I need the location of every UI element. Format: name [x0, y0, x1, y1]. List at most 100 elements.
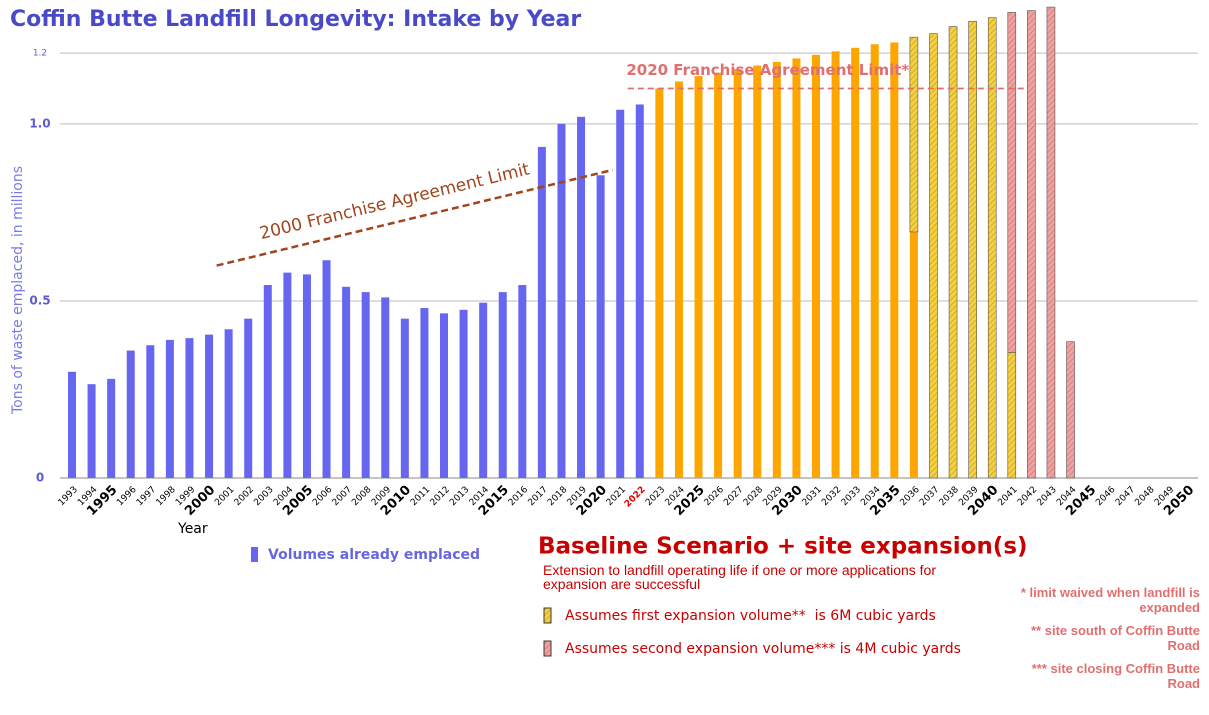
legend: Volumes already emplaced Baseline Scenar…: [251, 534, 1028, 657]
chart-title: Coffin Butte Landfill Longevity: Intake …: [10, 7, 581, 32]
x-tick-label: 2046: [1094, 485, 1117, 508]
bar: [812, 54, 820, 479]
x-tick-label: 2007: [331, 485, 354, 508]
bar-hatch: [1007, 12, 1016, 353]
bar: [283, 272, 292, 478]
annotation-text: 2000 Franchise Agreement Limit: [258, 159, 532, 244]
legend-swatch-hatch: [543, 640, 552, 657]
x-tick-label: 2016: [507, 485, 530, 508]
bar: [733, 69, 742, 479]
bar: [185, 338, 194, 478]
bar: [126, 350, 135, 478]
bar: [420, 308, 429, 478]
bar: [870, 44, 879, 479]
x-tick-label: 2023: [644, 485, 667, 508]
bar-hatch: [1046, 7, 1055, 478]
x-tick-label: 2042: [1016, 485, 1039, 508]
x-tick-label: 1993: [57, 485, 80, 508]
bar-hatch: [1007, 352, 1016, 478]
bar: [772, 61, 781, 479]
x-tick-label: 2018: [546, 485, 569, 508]
y-axis-label: Tons of waste emplaced, in millions: [10, 166, 26, 415]
bar: [831, 51, 840, 479]
bar: [400, 318, 409, 478]
bar: [890, 42, 899, 478]
bar: [694, 76, 703, 479]
x-tick-label: 2032: [820, 485, 843, 508]
bar: [459, 309, 468, 478]
legend-note: Extension to landfill operating life if …: [543, 563, 936, 592]
x-tick-label: 2048: [1133, 485, 1156, 508]
bar: [498, 292, 507, 478]
bar: [342, 286, 351, 478]
bar: [596, 175, 605, 478]
x-tick-label: 2012: [429, 485, 452, 508]
bar: [263, 285, 272, 478]
x-tick-label: 2026: [703, 485, 726, 508]
bar: [224, 329, 233, 478]
x-tick-label: 1997: [135, 485, 158, 508]
bar-hatch: [968, 21, 977, 478]
x-tick-label: 2027: [722, 485, 745, 508]
y-tick-label: 0: [36, 471, 44, 485]
bar: [655, 88, 664, 478]
bar: [851, 47, 860, 479]
x-tick-label: 2033: [840, 485, 863, 508]
bar: [87, 384, 96, 478]
x-tick-label: 2041: [996, 485, 1019, 508]
footnote: * limit waived when landfill is expanded: [1020, 585, 1200, 615]
bar: [381, 297, 390, 478]
x-tick-label: 2022: [623, 485, 648, 510]
bar: [205, 334, 214, 478]
legend-label: Assumes first expansion volume** is 6M c…: [565, 608, 936, 624]
bar-hatch: [988, 17, 997, 478]
x-tick-label: 2006: [311, 485, 334, 508]
bar: [165, 339, 174, 478]
x-axis-label: Year: [177, 521, 208, 537]
bar: [792, 58, 801, 479]
bar: [577, 116, 586, 478]
y-tick-label: 1.2: [33, 49, 47, 59]
bar: [146, 345, 155, 478]
bar: [909, 231, 918, 478]
legend-note-box: Extension to landfill operating life if …: [543, 563, 936, 592]
x-tick-label: 2037: [918, 485, 941, 508]
bar: [107, 378, 116, 478]
bar: [557, 123, 566, 478]
bar-hatch: [929, 33, 938, 479]
bar-hatch: [949, 26, 958, 479]
y-tick-label: 0.5: [29, 293, 50, 307]
bar: [302, 274, 311, 478]
x-tick-label: 2043: [1036, 485, 1059, 508]
bar-hatch: [1066, 341, 1075, 478]
x-tick-label: 2036: [899, 485, 922, 508]
bar-hatch: [909, 37, 918, 232]
bar: [616, 109, 625, 478]
bar: [68, 371, 76, 478]
bar-hatch: [1027, 10, 1036, 478]
x-tick-label: 2001: [213, 485, 236, 508]
bar: [518, 285, 527, 478]
bar: [361, 292, 370, 478]
bar: [714, 72, 723, 479]
bar: [674, 81, 683, 478]
x-tick-label: 2003: [252, 485, 275, 508]
legend-heading: Baseline Scenario + site expansion(s): [538, 534, 1028, 560]
annotation-text: 2020 Franchise Agreement Limit*: [626, 61, 909, 79]
footnotes: * limit waived when landfill is expanded…: [1020, 585, 1200, 691]
x-tick-label: 2013: [448, 485, 471, 508]
bar: [753, 65, 762, 479]
x-tick-label: 1998: [155, 485, 178, 508]
x-tick-label: 1996: [115, 485, 138, 508]
legend-swatch-hatch: [543, 607, 552, 624]
bar: [635, 104, 644, 479]
x-tick-label: 2002: [233, 485, 256, 508]
y-tick-label: 1.0: [29, 116, 50, 130]
x-tick-label: 2011: [409, 485, 432, 508]
bar: [244, 318, 253, 478]
x-tick-label: 2028: [742, 485, 765, 508]
x-tick-label: 2008: [350, 485, 373, 508]
legend-swatch: [251, 547, 258, 562]
bar: [440, 313, 448, 478]
